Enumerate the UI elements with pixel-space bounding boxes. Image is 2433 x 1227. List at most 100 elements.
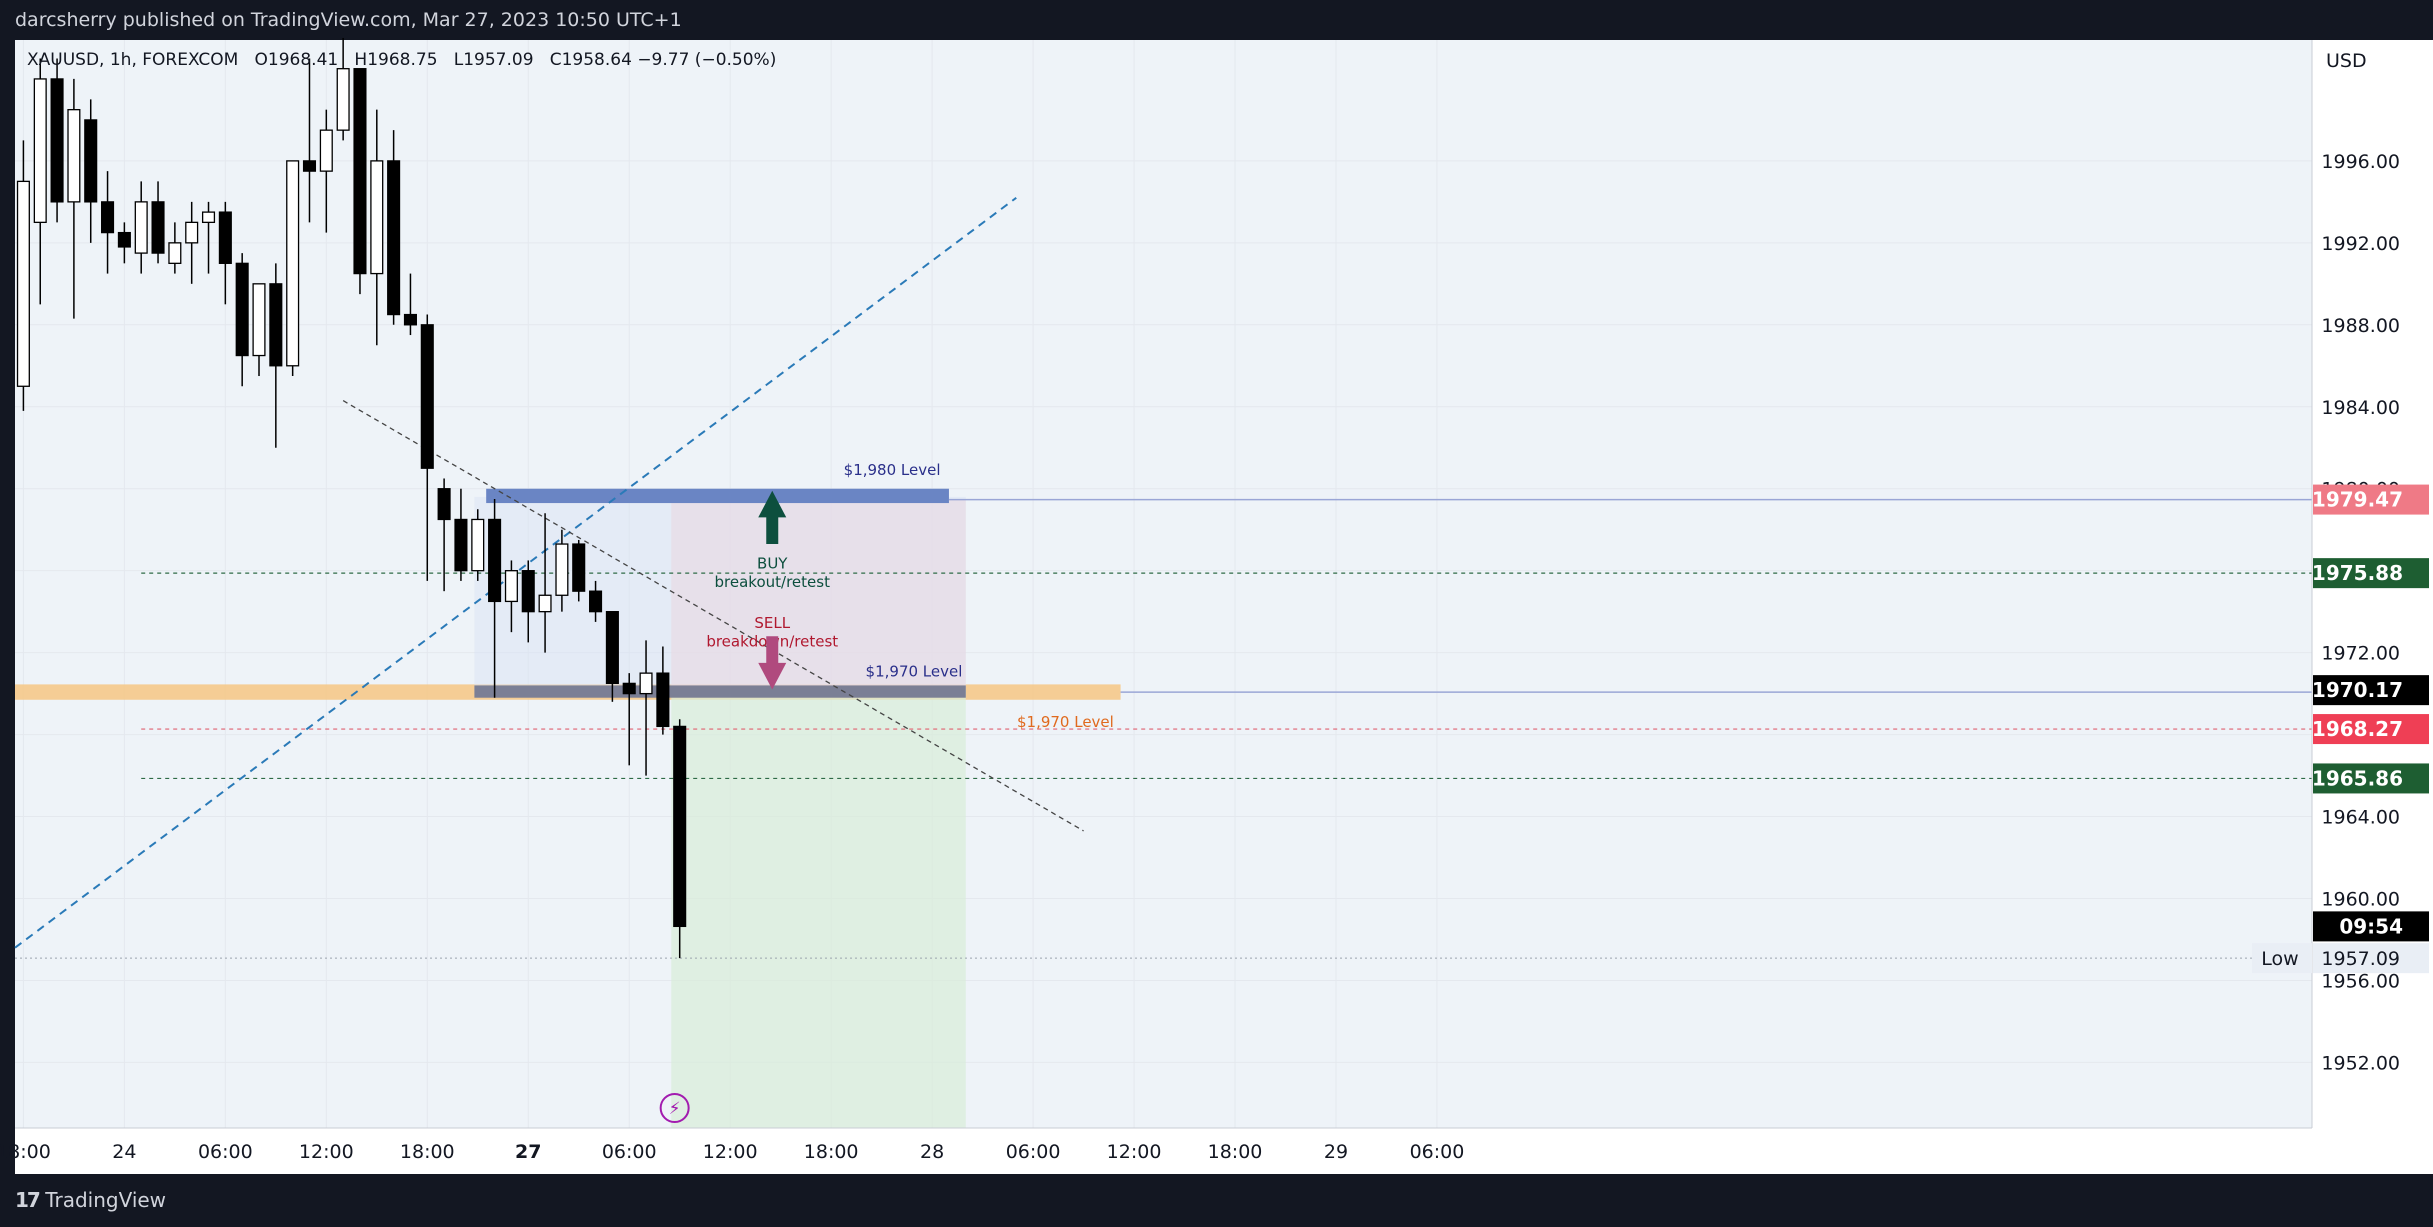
time-tick-label: 12:00 xyxy=(299,1141,354,1163)
candle-body xyxy=(555,543,569,596)
candle-body xyxy=(504,570,518,603)
tv-logo-icon: 17 xyxy=(15,1188,41,1212)
candle-body xyxy=(319,129,333,172)
chart[interactable]: $1,980 Level $1,970 Level $1,970 Level BUYb… xyxy=(0,0,2433,1174)
candle-body xyxy=(201,211,216,224)
candle-body xyxy=(437,488,451,521)
time-tick-label: 06:00 xyxy=(1410,1141,1465,1163)
time-tick-label: 18:00 xyxy=(400,1141,455,1163)
candle-body xyxy=(353,68,367,275)
sell-zone xyxy=(671,498,966,690)
candle-body xyxy=(67,109,81,203)
candle-body xyxy=(454,518,468,572)
target-zone xyxy=(671,689,966,1128)
currency-label: USD xyxy=(2326,50,2367,72)
candle-body xyxy=(387,160,401,316)
buy-arrow-icon xyxy=(758,490,787,545)
candle-body xyxy=(269,283,283,367)
price-label-badge xyxy=(2313,558,2429,589)
axis-corner xyxy=(2312,1128,2433,1174)
time-axis xyxy=(15,1128,2312,1174)
uptrend-line xyxy=(14,196,1017,949)
event-marker-icon xyxy=(659,1093,690,1123)
candle-body xyxy=(235,262,249,357)
time-tick-label: 18:00 xyxy=(804,1141,859,1163)
candle-body xyxy=(50,78,64,203)
candle-body xyxy=(403,313,417,326)
price-tick-label: 1972.00 xyxy=(2321,643,2400,665)
legend-change: −9.77 (−0.50%) xyxy=(637,50,777,70)
candle-body xyxy=(252,283,266,357)
footer-brand: TradingView xyxy=(45,1188,167,1212)
candle-body xyxy=(33,78,47,224)
price-tick-label: 1952.00 xyxy=(2321,1052,2400,1074)
candle-body xyxy=(488,518,502,603)
price-tick-label: 1992.00 xyxy=(2321,233,2400,255)
sell-arrow-icon xyxy=(758,636,787,690)
level-label-1970: $1,970 Level xyxy=(866,663,963,681)
price-label-text: 1970.17 xyxy=(2312,678,2403,702)
price-tick-label: 1956.00 xyxy=(2321,970,2400,992)
price-label-text: 1965.86 xyxy=(2312,766,2403,790)
candle-body xyxy=(134,201,148,254)
price-tick-label: 1960.00 xyxy=(2321,889,2400,911)
legend-symbol: XAUUSD, 1h, FOREXCOM xyxy=(27,50,239,70)
price-label-badge xyxy=(2313,675,2429,706)
price-tick-label: 1964.00 xyxy=(2321,807,2400,829)
sell-title: SELL xyxy=(754,614,790,632)
level-label-1970-orange: $1,970 Level xyxy=(1017,713,1114,731)
candle-body xyxy=(101,201,115,234)
time-tick-label: 18:00 xyxy=(1208,1141,1263,1163)
time-tick-label: 18:00 xyxy=(0,1141,51,1163)
price-tick-label: 1996.00 xyxy=(2321,151,2400,173)
time-tick-label: 29 xyxy=(1324,1141,1348,1163)
price-label-badge xyxy=(2313,484,2429,515)
publisher-bar: darcsherry published on TradingView.com,… xyxy=(0,0,2433,40)
candle-body xyxy=(370,160,384,275)
time-tick-label: 06:00 xyxy=(198,1141,253,1163)
time-tick-label: 06:00 xyxy=(1006,1141,1061,1163)
time-tick-label: 06:00 xyxy=(602,1141,657,1163)
time-tick-label: 27 xyxy=(515,1141,541,1163)
candle-body xyxy=(622,682,636,695)
candle-body xyxy=(286,160,300,367)
legend-high: H1968.75 xyxy=(354,50,438,70)
low-price-badge xyxy=(2313,943,2429,974)
candle-body xyxy=(471,518,485,572)
low-label: Low xyxy=(2261,948,2298,970)
candle-body xyxy=(589,590,603,613)
price-label-text: 09:54 xyxy=(2339,914,2403,938)
candle-body xyxy=(336,68,350,131)
candle-body xyxy=(538,594,552,613)
legend-close: C1958.64 xyxy=(549,50,632,70)
price-label-text: 1968.27 xyxy=(2312,717,2403,741)
time-tick-label: 12:00 xyxy=(1107,1141,1162,1163)
low-label-bg xyxy=(2252,943,2312,974)
chart-legend: XAUUSD, 1h, FOREXCOM O1968.41 H1968.75 L… xyxy=(27,50,776,70)
candle-body xyxy=(16,180,30,387)
low-price-text: 1957.09 xyxy=(2321,948,2400,970)
candle-body xyxy=(673,725,687,928)
price-tick-label: 1984.00 xyxy=(2321,397,2400,419)
tradingview-logo[interactable]: 17 TradingView xyxy=(15,1188,166,1212)
buy-subtitle: breakout/retest xyxy=(715,573,831,591)
candle-body xyxy=(521,570,535,613)
candle-body xyxy=(572,543,586,592)
downtrend-line xyxy=(342,400,1084,832)
level-label-1980: $1,980 Level xyxy=(844,461,941,479)
legend-low: L1957.09 xyxy=(453,50,534,70)
price-label-text: 1979.47 xyxy=(2312,488,2403,512)
candle-body xyxy=(168,242,182,264)
level-1980-band xyxy=(486,488,949,504)
candle-body xyxy=(151,201,165,254)
legend-open: O1968.41 xyxy=(254,50,339,70)
footer-bar: 17 TradingView xyxy=(0,1174,2433,1227)
candle-body xyxy=(656,672,670,728)
price-label-badge xyxy=(2313,911,2429,942)
price-tick-label: 1988.00 xyxy=(2321,315,2400,337)
publisher-text: darcsherry published on TradingView.com,… xyxy=(15,9,682,31)
price-label-badge xyxy=(2313,763,2429,794)
price-label-text: 1975.88 xyxy=(2312,561,2403,585)
candle-body xyxy=(185,221,199,244)
candle-body xyxy=(605,611,619,685)
